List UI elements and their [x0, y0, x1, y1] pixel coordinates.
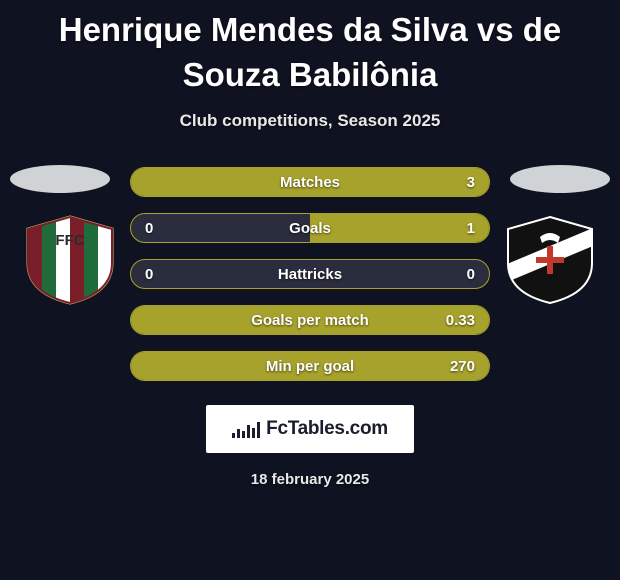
stat-rows: Matches30Goals10Hattricks0Goals per matc… [130, 167, 490, 381]
svg-text:FFC: FFC [55, 232, 84, 249]
stat-label: Matches [191, 174, 429, 191]
stat-label: Hattricks [191, 266, 429, 283]
halo-right [510, 165, 610, 193]
value-right: 0.33 [429, 312, 489, 329]
stat-row: 0Goals1 [130, 213, 490, 243]
stat-row: Min per goal270 [130, 351, 490, 381]
stat-label: Goals [191, 220, 429, 237]
crest-right [500, 215, 600, 305]
crest-left: FFC [20, 215, 120, 305]
stat-row: Matches3 [130, 167, 490, 197]
halo-left [10, 165, 110, 193]
value-left: 0 [131, 220, 191, 237]
page-title: Henrique Mendes da Silva vs de Souza Bab… [0, 8, 620, 97]
date-label: 18 february 2025 [0, 471, 620, 488]
stat-label: Goals per match [191, 312, 429, 329]
value-right: 1 [429, 220, 489, 237]
brand-bars-icon [232, 420, 260, 438]
brand-text: FcTables.com [266, 418, 388, 440]
stats-area: FFC Matches30Goals10Hattricks0Goals per … [0, 167, 620, 381]
value-left: 0 [131, 266, 191, 283]
value-right: 3 [429, 174, 489, 191]
stat-label: Min per goal [191, 358, 429, 375]
brand-box: FcTables.com [206, 405, 414, 453]
value-right: 0 [429, 266, 489, 283]
subtitle: Club competitions, Season 2025 [0, 111, 620, 131]
comparison-card: Henrique Mendes da Silva vs de Souza Bab… [0, 0, 620, 580]
stat-row: 0Hattricks0 [130, 259, 490, 289]
stat-row: Goals per match0.33 [130, 305, 490, 335]
value-right: 270 [429, 358, 489, 375]
